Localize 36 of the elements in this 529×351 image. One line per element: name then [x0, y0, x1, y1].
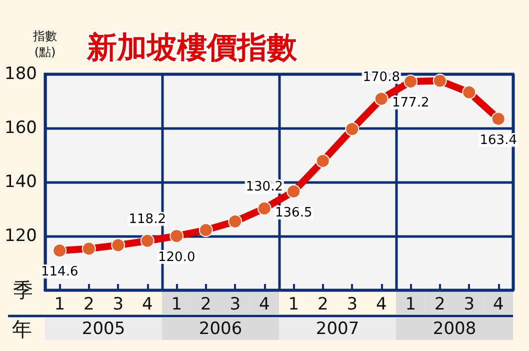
data-label: 136.5 — [275, 205, 312, 220]
text: 2006 — [198, 319, 242, 339]
x-tick-label: 1 — [171, 294, 182, 314]
y-tick-label: 180 — [4, 64, 37, 84]
data-label: 170.8 — [362, 70, 400, 85]
y-tick-label: 160 — [4, 118, 37, 138]
x-axis-title: 季 — [13, 278, 33, 302]
x-tick-label: 2 — [83, 294, 94, 314]
x-tick-label: 3 — [346, 294, 358, 314]
text: 2008 — [432, 319, 476, 339]
text: 年 — [12, 317, 32, 341]
x-tick-label: 2 — [200, 294, 212, 314]
y-axis-title: 指數 (點) — [32, 29, 57, 59]
x-tick-label: 4 — [376, 294, 387, 314]
x-tick-label: 2 — [317, 294, 328, 314]
data-label: 118.2 — [128, 212, 166, 227]
data-label: 163.4 — [480, 132, 517, 148]
x-tick-label: 4 — [492, 294, 504, 314]
x-tick-label: 1 — [288, 294, 300, 314]
x-tick-label: 1 — [54, 294, 66, 314]
x-tick-label: 3 — [230, 294, 241, 314]
x-tick-label: 1 — [405, 294, 416, 314]
chart-title: 新加坡樓價指數 — [86, 30, 298, 66]
x-tick-label: 4 — [142, 294, 153, 314]
x-tick-label: 4 — [258, 294, 270, 314]
data-label: 114.6 — [41, 264, 78, 280]
x-tick-label: 3 — [464, 294, 475, 314]
y-tick-label: 140 — [4, 172, 37, 192]
text: 2007 — [316, 319, 360, 339]
data-label: 130.2 — [246, 179, 283, 194]
text: 2005 — [82, 319, 126, 339]
data-label: 120.0 — [158, 250, 196, 265]
x-tick-label: 2 — [434, 294, 446, 314]
y-tick-label: 120 — [4, 226, 37, 246]
data-label: 177.2 — [392, 96, 430, 111]
x-tick-label: 3 — [112, 294, 124, 314]
